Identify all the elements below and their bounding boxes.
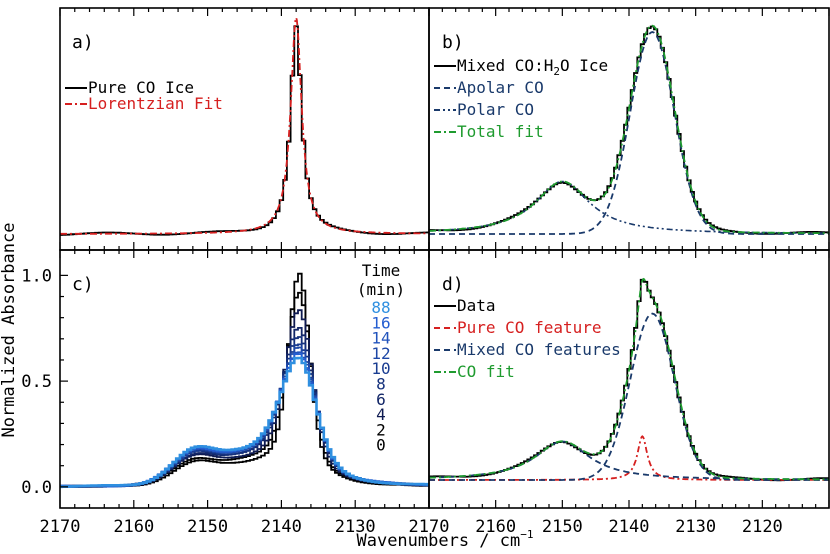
legend-b-data-label: Mixed CO:H2O Ice bbox=[457, 56, 608, 78]
legend-b-data-post: O Ice bbox=[560, 56, 608, 75]
legend-d-fit-label: CO fit bbox=[457, 362, 515, 381]
panel-b-label: b) bbox=[442, 32, 464, 53]
y-tick-label-0.0: 0.0 bbox=[21, 478, 52, 498]
x-axis-label-main: Wavenumbers / cm bbox=[356, 531, 520, 551]
panel-b-plot bbox=[429, 24, 829, 235]
time-value-10: 10 bbox=[371, 359, 390, 378]
time-value-8: 8 bbox=[376, 375, 386, 394]
time-value-16: 16 bbox=[371, 313, 390, 332]
panel-c-label: c) bbox=[72, 274, 94, 295]
time-value-14: 14 bbox=[371, 329, 390, 348]
panel-a-frame bbox=[59, 7, 430, 251]
legend-b-data-pre: Mixed CO:H bbox=[457, 56, 553, 75]
series-time-88-min bbox=[60, 356, 429, 489]
axis-ticks: 2170 2160 2150 2140 2130 2170 2160 2150 2140 2130… bbox=[21, 8, 830, 537]
legend-b-apolar-label: Apolar CO bbox=[457, 78, 544, 97]
y-axis-label: Normalized Absorbance bbox=[0, 223, 19, 438]
time-value-0: 0 bbox=[376, 436, 386, 455]
x-tick-label-2150: 2150 bbox=[542, 517, 583, 537]
legend-a: Pure CO Ice Lorentzian Fit bbox=[65, 78, 223, 113]
panel-c-plot bbox=[60, 272, 429, 489]
legend-b-total-label: Total fit bbox=[457, 122, 544, 141]
series-mixed-co-feature-1 bbox=[429, 312, 829, 481]
legend-a-pure-label: Pure CO Ice bbox=[88, 78, 194, 97]
legend-d-data-label: Data bbox=[457, 296, 496, 315]
time-value-2: 2 bbox=[376, 420, 386, 439]
x-tick-label-2160: 2160 bbox=[113, 517, 154, 537]
time-title: Time bbox=[362, 261, 401, 280]
panel-d-plot bbox=[429, 277, 829, 482]
series-apolar-co bbox=[429, 31, 829, 235]
series-pure-co-ice bbox=[60, 25, 429, 236]
panel-a-label: a) bbox=[72, 32, 94, 53]
series-mixed-co-feature-2 bbox=[429, 440, 829, 481]
panel-d-label: d) bbox=[442, 274, 464, 295]
legend-b: Mixed CO:H2O Ice Apolar CO Polar CO Tota… bbox=[434, 56, 608, 141]
x-tick-label-2170: 2170 bbox=[40, 517, 81, 537]
legend-b-data-sub: 2 bbox=[553, 65, 560, 78]
legend-b-polar-label: Polar CO bbox=[457, 100, 534, 119]
panel-a-plot bbox=[60, 14, 429, 236]
time-unit: (min) bbox=[357, 280, 405, 299]
series-lorentzian-fit bbox=[60, 14, 429, 235]
x-tick-label-2140: 2140 bbox=[261, 517, 302, 537]
x-tick-label-2160: 2160 bbox=[475, 517, 516, 537]
legend-d-pure-label: Pure CO feature bbox=[457, 318, 602, 337]
legend-d-mixed-label: Mixed CO features bbox=[457, 340, 621, 359]
x-axis-label-sup: −1 bbox=[520, 528, 533, 541]
y-tick-label-1.0: 1.0 bbox=[21, 266, 52, 286]
time-value-88: 88 bbox=[371, 298, 390, 317]
x-tick-label-2130: 2130 bbox=[675, 517, 716, 537]
series-polar-co bbox=[429, 180, 829, 234]
x-tick-label-2140: 2140 bbox=[609, 517, 650, 537]
x-tick-label-2130: 2130 bbox=[335, 517, 376, 537]
legend-a-fit-label: Lorentzian Fit bbox=[88, 94, 223, 113]
series-total-fit bbox=[429, 24, 829, 235]
series-co-fit bbox=[429, 277, 829, 481]
x-axis-label: Wavenumbers / cm−1 bbox=[356, 528, 533, 551]
y-tick-label-0.5: 0.5 bbox=[21, 372, 52, 392]
time-value-6: 6 bbox=[376, 390, 386, 409]
time-value-4: 4 bbox=[376, 405, 386, 424]
x-tick-label-2170: 2170 bbox=[409, 517, 450, 537]
legend-d: Data Pure CO feature Mixed CO features C… bbox=[434, 296, 621, 381]
x-tick-label-2150: 2150 bbox=[187, 517, 228, 537]
x-tick-label-2120: 2120 bbox=[742, 517, 783, 537]
time-value-12: 12 bbox=[371, 344, 390, 363]
